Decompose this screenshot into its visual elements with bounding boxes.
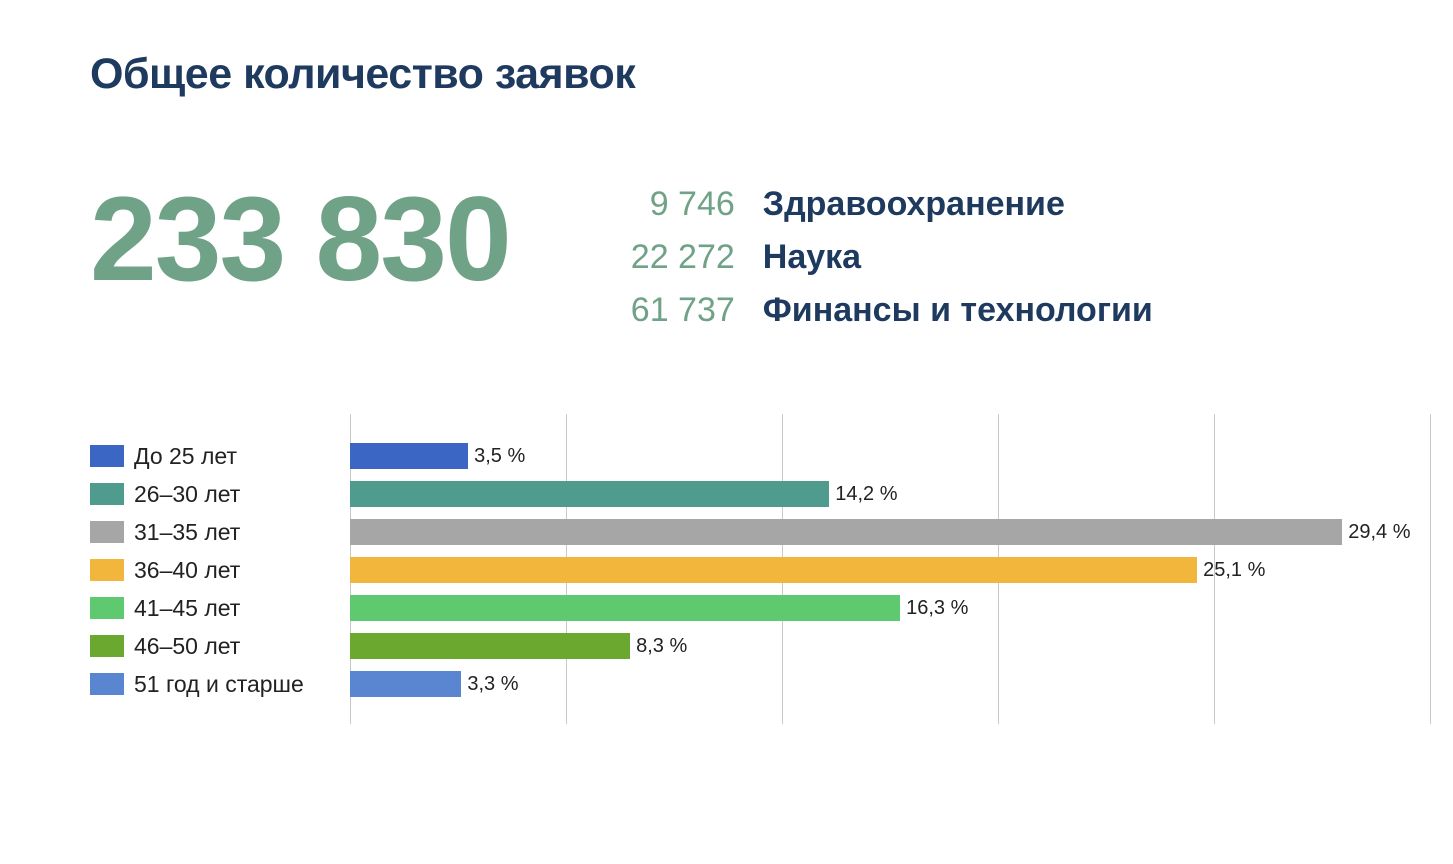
bar <box>350 557 1197 583</box>
category-label: Наука <box>763 238 861 277</box>
legend-item: 36–40 лет <box>90 551 304 589</box>
chart-legend: До 25 лет 26–30 лет 31–35 лет 36–40 лет 41–4… <box>90 437 304 703</box>
bar-value-label: 16,3 % <box>900 595 968 621</box>
bar <box>350 481 829 507</box>
chart-plot: 3,5 % 14,2 % 29,4 % 25,1 % 16,3 % 8,3 % 3,3 % <box>350 414 1430 724</box>
bar <box>350 671 461 697</box>
infographic-page: Общее количество заявок 233 830 9 746 Зд… <box>0 0 1453 864</box>
legend-item: 41–45 лет <box>90 589 304 627</box>
bar <box>350 633 630 659</box>
legend-swatch <box>90 521 124 543</box>
bar <box>350 595 900 621</box>
bar-value-label: 14,2 % <box>829 481 897 507</box>
legend-swatch <box>90 445 124 467</box>
legend-label: 26–30 лет <box>134 481 240 508</box>
bar-value-label: 29,4 % <box>1342 519 1410 545</box>
bar <box>350 443 468 469</box>
legend-swatch <box>90 597 124 619</box>
category-value: 22 272 <box>600 238 735 277</box>
gridline <box>1430 414 1431 724</box>
page-title: Общее количество заявок <box>90 50 1363 99</box>
summary-row: 233 830 9 746 Здравоохранение 22 272 Нау… <box>90 179 1363 344</box>
category-list: 9 746 Здравоохранение 22 272 Наука 61 73… <box>600 185 1153 344</box>
legend-label: 36–40 лет <box>134 557 240 584</box>
legend-swatch <box>90 635 124 657</box>
legend-item: 31–35 лет <box>90 513 304 551</box>
legend-label: 31–35 лет <box>134 519 240 546</box>
bar-value-label: 8,3 % <box>630 633 687 659</box>
legend-swatch <box>90 673 124 695</box>
category-row: 61 737 Финансы и технологии <box>600 291 1153 330</box>
category-label: Здравоохранение <box>763 185 1065 224</box>
legend-label: До 25 лет <box>134 443 237 470</box>
bar-value-label: 3,5 % <box>468 443 525 469</box>
age-chart: До 25 лет 26–30 лет 31–35 лет 36–40 лет 41–4… <box>90 414 1363 744</box>
total-count: 233 830 <box>90 179 510 299</box>
category-row: 22 272 Наука <box>600 238 1153 277</box>
category-row: 9 746 Здравоохранение <box>600 185 1153 224</box>
legend-label: 51 год и старше <box>134 671 304 698</box>
legend-item: 46–50 лет <box>90 627 304 665</box>
bar-value-label: 3,3 % <box>461 671 518 697</box>
legend-label: 41–45 лет <box>134 595 240 622</box>
legend-label: 46–50 лет <box>134 633 240 660</box>
legend-swatch <box>90 483 124 505</box>
bar-value-label: 25,1 % <box>1197 557 1265 583</box>
bar <box>350 519 1342 545</box>
legend-item: 26–30 лет <box>90 475 304 513</box>
legend-swatch <box>90 559 124 581</box>
legend-item: До 25 лет <box>90 437 304 475</box>
category-value: 9 746 <box>600 185 735 224</box>
legend-item: 51 год и старше <box>90 665 304 703</box>
category-label: Финансы и технологии <box>763 291 1153 330</box>
category-value: 61 737 <box>600 291 735 330</box>
